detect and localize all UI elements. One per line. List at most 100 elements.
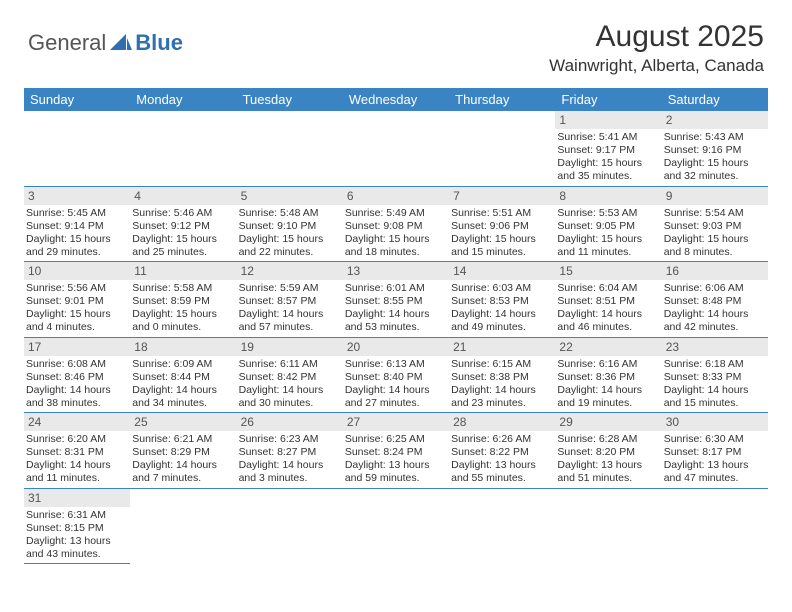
day-number: 26	[237, 413, 343, 431]
weekday-header: Tuesday	[237, 88, 343, 111]
calendar-cell: 15Sunrise: 6:04 AMSunset: 8:51 PMDayligh…	[555, 262, 661, 338]
day-number: 5	[237, 187, 343, 205]
title-block: August 2025 Wainwright, Alberta, Canada	[549, 20, 764, 76]
calendar-cell: 31Sunrise: 6:31 AMSunset: 8:15 PMDayligh…	[24, 488, 130, 564]
day-number: 23	[662, 338, 768, 356]
day-details: Sunrise: 5:45 AMSunset: 9:14 PMDaylight:…	[24, 205, 130, 262]
calendar-cell: 29Sunrise: 6:28 AMSunset: 8:20 PMDayligh…	[555, 413, 661, 489]
day-details: Sunrise: 5:53 AMSunset: 9:05 PMDaylight:…	[555, 205, 661, 262]
weekday-header: Wednesday	[343, 88, 449, 111]
calendar-cell: 10Sunrise: 5:56 AMSunset: 9:01 PMDayligh…	[24, 262, 130, 338]
day-details: Sunrise: 5:58 AMSunset: 8:59 PMDaylight:…	[130, 280, 236, 337]
day-number: 10	[24, 262, 130, 280]
day-number: 27	[343, 413, 449, 431]
day-number: 17	[24, 338, 130, 356]
calendar-cell: 21Sunrise: 6:15 AMSunset: 8:38 PMDayligh…	[449, 337, 555, 413]
calendar-table: SundayMondayTuesdayWednesdayThursdayFrid…	[24, 88, 768, 564]
day-number: 19	[237, 338, 343, 356]
day-details: Sunrise: 6:28 AMSunset: 8:20 PMDaylight:…	[555, 431, 661, 488]
calendar-cell	[24, 111, 130, 186]
calendar-cell	[343, 488, 449, 564]
day-number: 2	[662, 111, 768, 129]
day-details: Sunrise: 6:30 AMSunset: 8:17 PMDaylight:…	[662, 431, 768, 488]
day-details: Sunrise: 5:43 AMSunset: 9:16 PMDaylight:…	[662, 129, 768, 186]
day-details: Sunrise: 5:51 AMSunset: 9:06 PMDaylight:…	[449, 205, 555, 262]
calendar-cell	[555, 488, 661, 564]
weekday-header: Friday	[555, 88, 661, 111]
calendar-cell: 16Sunrise: 6:06 AMSunset: 8:48 PMDayligh…	[662, 262, 768, 338]
calendar-cell	[449, 488, 555, 564]
calendar-cell: 22Sunrise: 6:16 AMSunset: 8:36 PMDayligh…	[555, 337, 661, 413]
logo-sail-icon	[110, 34, 132, 55]
calendar-cell: 9Sunrise: 5:54 AMSunset: 9:03 PMDaylight…	[662, 186, 768, 262]
calendar-cell: 8Sunrise: 5:53 AMSunset: 9:05 PMDaylight…	[555, 186, 661, 262]
day-number: 29	[555, 413, 661, 431]
day-details: Sunrise: 6:04 AMSunset: 8:51 PMDaylight:…	[555, 280, 661, 337]
day-number: 8	[555, 187, 661, 205]
day-number: 28	[449, 413, 555, 431]
day-number: 16	[662, 262, 768, 280]
calendar-cell: 4Sunrise: 5:46 AMSunset: 9:12 PMDaylight…	[130, 186, 236, 262]
day-details: Sunrise: 6:23 AMSunset: 8:27 PMDaylight:…	[237, 431, 343, 488]
logo-text-blue: Blue	[135, 30, 183, 56]
day-number: 20	[343, 338, 449, 356]
day-number: 24	[24, 413, 130, 431]
calendar-cell: 19Sunrise: 6:11 AMSunset: 8:42 PMDayligh…	[237, 337, 343, 413]
day-details: Sunrise: 6:11 AMSunset: 8:42 PMDaylight:…	[237, 356, 343, 413]
calendar-cell: 2Sunrise: 5:43 AMSunset: 9:16 PMDaylight…	[662, 111, 768, 186]
calendar-cell: 18Sunrise: 6:09 AMSunset: 8:44 PMDayligh…	[130, 337, 236, 413]
page-title: August 2025	[549, 20, 764, 54]
weekday-header: Saturday	[662, 88, 768, 111]
calendar-cell: 1Sunrise: 5:41 AMSunset: 9:17 PMDaylight…	[555, 111, 661, 186]
day-number: 21	[449, 338, 555, 356]
day-number: 15	[555, 262, 661, 280]
header: General Blue August 2025 Wainwright, Alb…	[0, 0, 792, 84]
day-details: Sunrise: 6:31 AMSunset: 8:15 PMDaylight:…	[24, 507, 130, 564]
calendar-cell: 17Sunrise: 6:08 AMSunset: 8:46 PMDayligh…	[24, 337, 130, 413]
calendar-cell: 12Sunrise: 5:59 AMSunset: 8:57 PMDayligh…	[237, 262, 343, 338]
day-details: Sunrise: 6:20 AMSunset: 8:31 PMDaylight:…	[24, 431, 130, 488]
calendar-cell: 3Sunrise: 5:45 AMSunset: 9:14 PMDaylight…	[24, 186, 130, 262]
day-number: 4	[130, 187, 236, 205]
day-number: 18	[130, 338, 236, 356]
day-details: Sunrise: 5:54 AMSunset: 9:03 PMDaylight:…	[662, 205, 768, 262]
day-details: Sunrise: 5:48 AMSunset: 9:10 PMDaylight:…	[237, 205, 343, 262]
day-details: Sunrise: 6:09 AMSunset: 8:44 PMDaylight:…	[130, 356, 236, 413]
day-number: 31	[24, 489, 130, 507]
calendar-cell: 28Sunrise: 6:26 AMSunset: 8:22 PMDayligh…	[449, 413, 555, 489]
calendar-cell	[237, 111, 343, 186]
day-details: Sunrise: 6:18 AMSunset: 8:33 PMDaylight:…	[662, 356, 768, 413]
day-number: 11	[130, 262, 236, 280]
calendar-cell: 7Sunrise: 5:51 AMSunset: 9:06 PMDaylight…	[449, 186, 555, 262]
calendar-cell	[130, 111, 236, 186]
day-number: 30	[662, 413, 768, 431]
calendar-cell: 30Sunrise: 6:30 AMSunset: 8:17 PMDayligh…	[662, 413, 768, 489]
day-details: Sunrise: 6:06 AMSunset: 8:48 PMDaylight:…	[662, 280, 768, 337]
day-details: Sunrise: 5:56 AMSunset: 9:01 PMDaylight:…	[24, 280, 130, 337]
calendar-cell	[130, 488, 236, 564]
day-details: Sunrise: 6:03 AMSunset: 8:53 PMDaylight:…	[449, 280, 555, 337]
calendar-cell	[237, 488, 343, 564]
day-number: 6	[343, 187, 449, 205]
calendar-cell: 20Sunrise: 6:13 AMSunset: 8:40 PMDayligh…	[343, 337, 449, 413]
day-details: Sunrise: 5:41 AMSunset: 9:17 PMDaylight:…	[555, 129, 661, 186]
day-details: Sunrise: 6:15 AMSunset: 8:38 PMDaylight:…	[449, 356, 555, 413]
day-number: 7	[449, 187, 555, 205]
calendar-cell: 27Sunrise: 6:25 AMSunset: 8:24 PMDayligh…	[343, 413, 449, 489]
day-details: Sunrise: 5:46 AMSunset: 9:12 PMDaylight:…	[130, 205, 236, 262]
logo-text-general: General	[28, 30, 106, 56]
calendar-header-row: SundayMondayTuesdayWednesdayThursdayFrid…	[24, 88, 768, 111]
day-number: 22	[555, 338, 661, 356]
weekday-header: Sunday	[24, 88, 130, 111]
calendar-cell: 13Sunrise: 6:01 AMSunset: 8:55 PMDayligh…	[343, 262, 449, 338]
day-details: Sunrise: 6:08 AMSunset: 8:46 PMDaylight:…	[24, 356, 130, 413]
day-details: Sunrise: 6:25 AMSunset: 8:24 PMDaylight:…	[343, 431, 449, 488]
calendar-cell: 25Sunrise: 6:21 AMSunset: 8:29 PMDayligh…	[130, 413, 236, 489]
calendar-cell: 11Sunrise: 5:58 AMSunset: 8:59 PMDayligh…	[130, 262, 236, 338]
weekday-header: Monday	[130, 88, 236, 111]
location-label: Wainwright, Alberta, Canada	[549, 56, 764, 76]
day-details: Sunrise: 5:59 AMSunset: 8:57 PMDaylight:…	[237, 280, 343, 337]
calendar-cell	[662, 488, 768, 564]
day-details: Sunrise: 6:01 AMSunset: 8:55 PMDaylight:…	[343, 280, 449, 337]
calendar-cell	[449, 111, 555, 186]
